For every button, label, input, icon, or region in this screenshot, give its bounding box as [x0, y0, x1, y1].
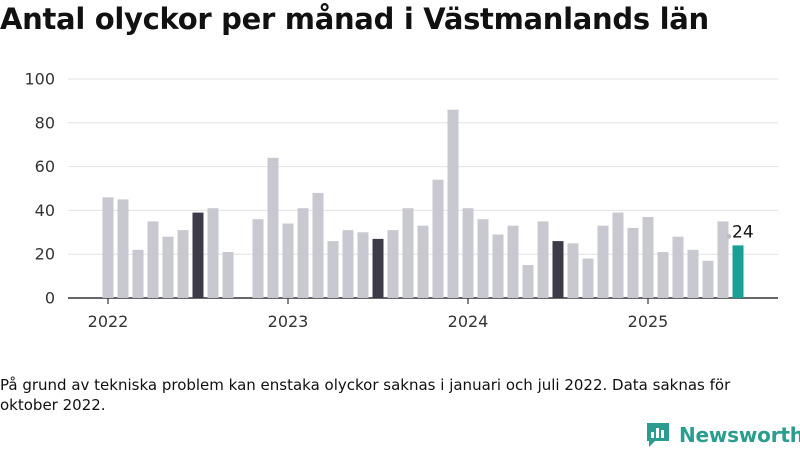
- newsworthy-logo-icon: [647, 423, 669, 447]
- bar-2024-7: [552, 241, 564, 298]
- bar-2024-9: [582, 258, 594, 298]
- y-tick-label: 60: [35, 157, 55, 176]
- bar-2022-1: [102, 197, 114, 298]
- bar-2023-3: [312, 192, 324, 298]
- bar-2024-12: [627, 227, 639, 298]
- bar-2022-7: [192, 212, 204, 298]
- bar-2023-7: [372, 238, 384, 298]
- x-tick-label: 2022: [88, 312, 129, 331]
- bar-2022-9: [222, 252, 234, 298]
- y-tick-label: 100: [24, 70, 55, 89]
- bar-2024-10: [597, 225, 609, 298]
- bar-2022-4: [147, 221, 159, 298]
- bar-2025-3: [672, 236, 684, 298]
- bar-2023-12: [447, 109, 459, 298]
- bar-chart: 0 20 40 60 80 100 2022 2023 2024 2025 24: [24, 70, 778, 331]
- bar-2024-3: [492, 234, 504, 298]
- bar-2023-1: [282, 223, 294, 298]
- brand-name: Newsworthy: [679, 423, 800, 447]
- bar-2023-11: [432, 179, 444, 298]
- x-tick-label: 2024: [448, 312, 489, 331]
- bar-2025-2: [657, 252, 669, 298]
- bar-2023-5: [342, 230, 354, 298]
- bar-2023-9: [402, 208, 414, 298]
- bar-2024-5: [522, 265, 534, 298]
- x-tick-label: 2023: [268, 312, 309, 331]
- bar-2024-1: [462, 208, 474, 298]
- bar-2024-4: [507, 225, 519, 298]
- bar-2023-8: [387, 230, 399, 298]
- chart-title: Antal olyckor per månad i Västmanlands l…: [0, 2, 709, 36]
- bar-2022-6: [177, 230, 189, 298]
- y-tick-label: 20: [35, 245, 55, 264]
- bar-2022-12: [267, 157, 279, 298]
- last-value-label: 24: [732, 222, 754, 242]
- bar-2023-2: [297, 208, 309, 298]
- bar-2023-10: [417, 225, 429, 298]
- y-tick-label: 40: [35, 201, 55, 220]
- y-tick-label: 80: [35, 113, 55, 132]
- bar-2024-2: [477, 219, 489, 298]
- bar-2022-11: [252, 219, 264, 298]
- brand-logo[interactable]: Newsworthy: [645, 420, 800, 450]
- x-tick-label: 2025: [628, 312, 669, 331]
- annotation-dot: [726, 234, 732, 239]
- bar-2024-6: [537, 221, 549, 298]
- bar-2024-8: [567, 243, 579, 299]
- bar-2022-2: [117, 199, 129, 298]
- bar-2022-5: [162, 236, 174, 298]
- bar-2025-5: [702, 260, 714, 298]
- bar-2022-3: [132, 249, 144, 298]
- bar-2025-7: [732, 245, 744, 298]
- bar-2022-8: [207, 208, 219, 298]
- bar-2025-6: [717, 221, 729, 298]
- y-tick-label: 0: [45, 289, 55, 308]
- bar-2025-1: [642, 217, 654, 298]
- bar-2023-4: [327, 241, 339, 298]
- bar-2024-11: [612, 212, 624, 298]
- footnote: På grund av tekniska problem kan enstaka…: [0, 376, 731, 414]
- bar-2025-4: [687, 249, 699, 298]
- bar-2023-6: [357, 232, 369, 298]
